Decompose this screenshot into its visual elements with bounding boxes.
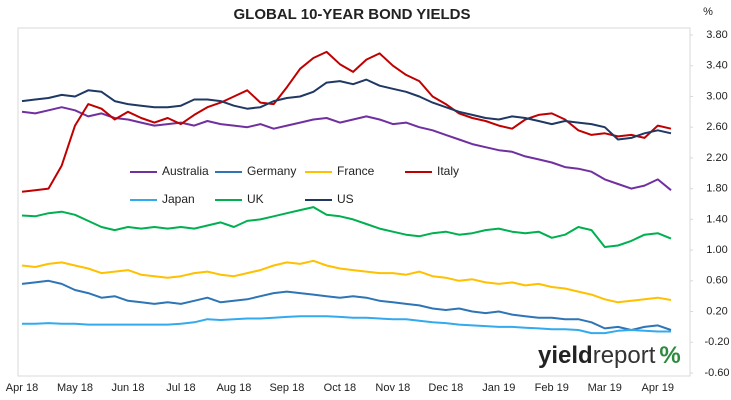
- x-tick-label: Dec 18: [428, 382, 463, 394]
- x-tick-label: Mar 19: [588, 382, 622, 394]
- series-line: [21, 279, 672, 331]
- legend-label: Japan: [162, 192, 195, 206]
- brand-part: yield: [538, 342, 593, 369]
- brand-part: %: [659, 342, 680, 369]
- y-tick-label: 3.00: [706, 90, 727, 102]
- series-line: [22, 315, 671, 335]
- y-tick-label: 1.40: [706, 213, 727, 225]
- x-tick-label: Apr 18: [6, 382, 38, 394]
- y-tick-label: 3.40: [706, 60, 727, 72]
- series-line: [21, 78, 672, 141]
- legend-label: Australia: [162, 164, 209, 178]
- legend-label: Germany: [247, 164, 296, 178]
- y-tick-label: -0.60: [704, 367, 729, 379]
- legend-label: UK: [247, 192, 264, 206]
- x-tick-label: Sep 18: [269, 382, 304, 394]
- x-tick-label: Nov 18: [375, 382, 410, 394]
- brand-part: report: [593, 342, 656, 369]
- x-tick-label: Oct 18: [324, 382, 356, 394]
- y-tick-label: 1.80: [706, 183, 727, 195]
- x-tick-label: Jan 19: [482, 382, 515, 394]
- series-line: [21, 259, 672, 304]
- y-tick-label: 2.20: [706, 152, 727, 164]
- series-line: [21, 106, 672, 191]
- y-unit: %: [703, 6, 713, 18]
- plot-frame: [17, 27, 691, 377]
- legend-label: France: [337, 164, 375, 178]
- brand-logo: yieldreport%: [538, 342, 681, 369]
- legend-label: US: [337, 192, 354, 206]
- x-tick-label: Apr 19: [642, 382, 674, 394]
- x-tick-label: Feb 19: [535, 382, 569, 394]
- x-tick-label: May 18: [57, 382, 93, 394]
- x-tick-label: Aug 18: [216, 382, 251, 394]
- x-tick-label: Jul 18: [166, 382, 195, 394]
- series-line: [21, 50, 672, 193]
- y-tick-label: 0.20: [706, 305, 727, 317]
- y-tick-label: 2.60: [706, 121, 727, 133]
- series-line: [21, 206, 672, 248]
- x-tick-label: Jun 18: [111, 382, 144, 394]
- y-tick-label: 0.60: [706, 275, 727, 287]
- legend-label: Italy: [437, 164, 459, 178]
- y-tick-label: 1.00: [706, 244, 727, 256]
- y-tick-label: -0.20: [704, 336, 729, 348]
- y-tick-label: 3.80: [706, 29, 727, 41]
- chart-title: GLOBAL 10-YEAR BOND YIELDS: [234, 6, 471, 23]
